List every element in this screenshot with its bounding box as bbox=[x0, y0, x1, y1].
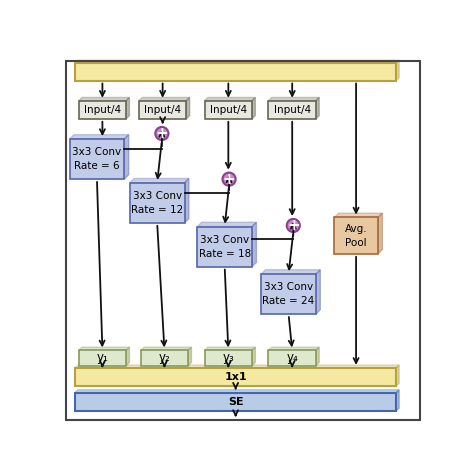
Text: 3x3 Conv
Rate = 24: 3x3 Conv Rate = 24 bbox=[263, 282, 315, 306]
Polygon shape bbox=[316, 270, 320, 314]
Polygon shape bbox=[75, 365, 399, 368]
Polygon shape bbox=[252, 347, 255, 365]
FancyBboxPatch shape bbox=[130, 183, 184, 223]
FancyBboxPatch shape bbox=[75, 63, 396, 81]
Text: y₂: y₂ bbox=[159, 352, 170, 365]
Polygon shape bbox=[141, 347, 191, 350]
FancyBboxPatch shape bbox=[141, 350, 188, 365]
Polygon shape bbox=[79, 97, 129, 100]
Polygon shape bbox=[396, 390, 399, 411]
Circle shape bbox=[222, 173, 236, 186]
FancyBboxPatch shape bbox=[197, 227, 252, 267]
FancyBboxPatch shape bbox=[139, 100, 186, 119]
Polygon shape bbox=[197, 222, 256, 227]
Polygon shape bbox=[268, 347, 319, 350]
Text: Input/4: Input/4 bbox=[84, 105, 121, 115]
Circle shape bbox=[287, 219, 300, 232]
Polygon shape bbox=[124, 135, 128, 179]
Text: +: + bbox=[223, 172, 236, 187]
FancyBboxPatch shape bbox=[261, 274, 316, 314]
Text: 3x3 Conv
Rate = 12: 3x3 Conv Rate = 12 bbox=[131, 191, 183, 215]
Polygon shape bbox=[75, 390, 399, 392]
FancyBboxPatch shape bbox=[79, 350, 126, 365]
Polygon shape bbox=[261, 270, 320, 274]
Polygon shape bbox=[334, 213, 383, 218]
Polygon shape bbox=[188, 347, 191, 365]
Polygon shape bbox=[130, 178, 189, 183]
Text: SE: SE bbox=[228, 397, 244, 407]
Polygon shape bbox=[252, 97, 255, 119]
Text: y₁: y₁ bbox=[97, 352, 109, 365]
FancyBboxPatch shape bbox=[268, 100, 316, 119]
Text: 1x1: 1x1 bbox=[224, 372, 247, 382]
FancyBboxPatch shape bbox=[334, 218, 378, 254]
FancyBboxPatch shape bbox=[79, 100, 126, 119]
Polygon shape bbox=[316, 347, 319, 365]
Polygon shape bbox=[378, 213, 383, 254]
Text: +: + bbox=[287, 218, 300, 233]
Circle shape bbox=[155, 127, 168, 140]
Polygon shape bbox=[75, 60, 399, 63]
Polygon shape bbox=[139, 97, 190, 100]
FancyBboxPatch shape bbox=[205, 100, 252, 119]
Polygon shape bbox=[396, 365, 399, 386]
Polygon shape bbox=[126, 97, 129, 119]
Polygon shape bbox=[79, 347, 129, 350]
Text: +: + bbox=[155, 126, 168, 141]
FancyBboxPatch shape bbox=[268, 350, 316, 365]
Polygon shape bbox=[205, 347, 255, 350]
Polygon shape bbox=[252, 222, 256, 267]
Text: Input/4: Input/4 bbox=[273, 105, 311, 115]
Polygon shape bbox=[316, 97, 319, 119]
Polygon shape bbox=[186, 97, 190, 119]
Text: y₃: y₃ bbox=[222, 352, 234, 365]
Text: Input/4: Input/4 bbox=[210, 105, 247, 115]
FancyBboxPatch shape bbox=[70, 139, 124, 179]
Polygon shape bbox=[268, 97, 319, 100]
Text: Avg.
Pool: Avg. Pool bbox=[345, 224, 367, 248]
Text: y₄: y₄ bbox=[286, 352, 298, 365]
Polygon shape bbox=[205, 97, 255, 100]
Polygon shape bbox=[70, 135, 128, 139]
Polygon shape bbox=[396, 60, 399, 81]
Text: 3x3 Conv
Rate = 6: 3x3 Conv Rate = 6 bbox=[73, 147, 121, 171]
FancyBboxPatch shape bbox=[75, 368, 396, 386]
Text: 3x3 Conv
Rate = 18: 3x3 Conv Rate = 18 bbox=[199, 235, 251, 259]
FancyBboxPatch shape bbox=[75, 392, 396, 411]
Polygon shape bbox=[184, 178, 189, 223]
FancyBboxPatch shape bbox=[205, 350, 252, 365]
Polygon shape bbox=[126, 347, 129, 365]
Text: Input/4: Input/4 bbox=[144, 105, 181, 115]
